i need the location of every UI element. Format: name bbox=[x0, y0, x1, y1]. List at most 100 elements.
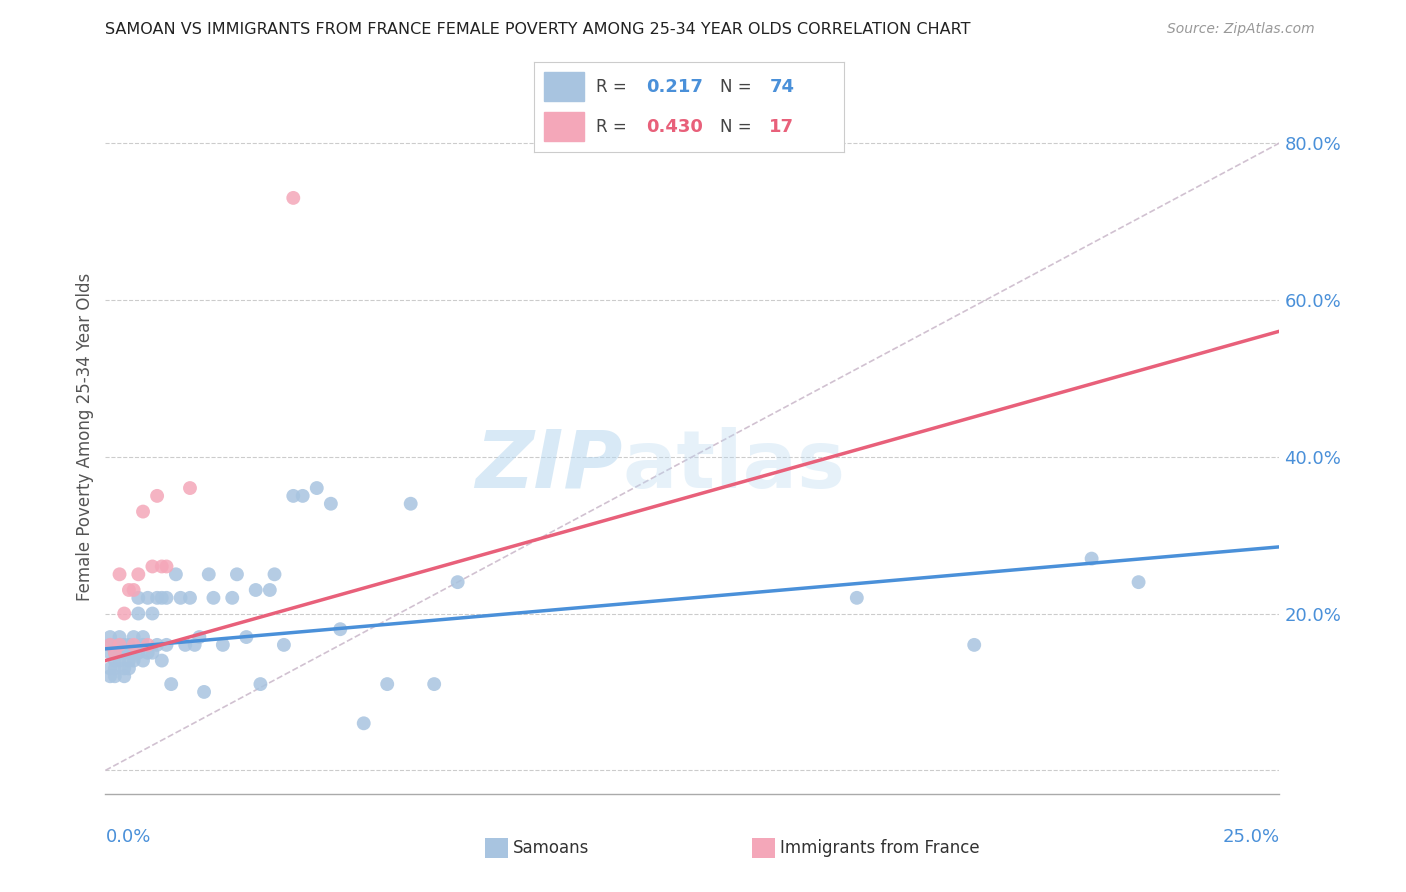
Point bbox=[221, 591, 243, 605]
Point bbox=[963, 638, 986, 652]
Point bbox=[98, 646, 121, 660]
Point bbox=[127, 607, 149, 621]
Point bbox=[104, 669, 127, 683]
Point bbox=[136, 646, 159, 660]
Text: R =: R = bbox=[596, 78, 633, 95]
Point bbox=[132, 638, 155, 652]
Point bbox=[179, 591, 201, 605]
Point bbox=[423, 677, 446, 691]
Text: N =: N = bbox=[720, 78, 756, 95]
Text: 74: 74 bbox=[769, 78, 794, 95]
Point bbox=[399, 497, 422, 511]
Point bbox=[118, 582, 141, 597]
Point bbox=[150, 591, 173, 605]
Point bbox=[1128, 575, 1150, 590]
Point bbox=[104, 661, 127, 675]
Point bbox=[249, 677, 271, 691]
Point bbox=[141, 607, 163, 621]
Point bbox=[136, 591, 159, 605]
Text: atlas: atlas bbox=[621, 426, 845, 505]
Point bbox=[155, 559, 177, 574]
Text: ZIP: ZIP bbox=[475, 426, 621, 505]
Point bbox=[132, 505, 155, 519]
Point bbox=[197, 567, 219, 582]
Point bbox=[305, 481, 328, 495]
Point bbox=[259, 582, 281, 597]
Point bbox=[98, 661, 121, 675]
Point bbox=[235, 630, 257, 644]
Point bbox=[245, 582, 267, 597]
Text: Immigrants from France: Immigrants from France bbox=[780, 839, 980, 857]
Point bbox=[273, 638, 295, 652]
Text: 25.0%: 25.0% bbox=[1222, 828, 1279, 847]
Y-axis label: Female Poverty Among 25-34 Year Olds: Female Poverty Among 25-34 Year Olds bbox=[76, 273, 94, 601]
Point bbox=[169, 591, 191, 605]
Point bbox=[146, 638, 169, 652]
Point bbox=[150, 559, 173, 574]
Point bbox=[283, 489, 305, 503]
Text: N =: N = bbox=[720, 118, 756, 136]
Point bbox=[108, 638, 131, 652]
Point bbox=[122, 654, 145, 668]
Point bbox=[146, 591, 169, 605]
Point bbox=[202, 591, 225, 605]
Point bbox=[104, 654, 127, 668]
Point bbox=[283, 191, 305, 205]
Point bbox=[132, 654, 155, 668]
Point bbox=[112, 638, 135, 652]
Point bbox=[375, 677, 398, 691]
Point bbox=[118, 646, 141, 660]
Point bbox=[98, 638, 121, 652]
Point bbox=[98, 630, 121, 644]
Point bbox=[112, 669, 135, 683]
Text: Source: ZipAtlas.com: Source: ZipAtlas.com bbox=[1167, 22, 1315, 37]
Point bbox=[112, 646, 135, 660]
Point bbox=[291, 489, 314, 503]
Point bbox=[112, 607, 135, 621]
Point bbox=[353, 716, 375, 731]
Point bbox=[155, 591, 177, 605]
Point bbox=[118, 638, 141, 652]
Point bbox=[122, 630, 145, 644]
Point bbox=[174, 638, 197, 652]
Point bbox=[104, 646, 127, 660]
Point bbox=[226, 567, 249, 582]
Point bbox=[160, 677, 183, 691]
Point bbox=[446, 575, 468, 590]
Point bbox=[146, 489, 169, 503]
Point bbox=[127, 591, 149, 605]
Point bbox=[118, 661, 141, 675]
Point bbox=[127, 567, 149, 582]
Point bbox=[845, 591, 868, 605]
Point bbox=[183, 638, 205, 652]
Point bbox=[141, 559, 163, 574]
Point bbox=[263, 567, 285, 582]
Point bbox=[150, 654, 173, 668]
Point bbox=[179, 481, 201, 495]
Point bbox=[104, 638, 127, 652]
Point bbox=[136, 638, 159, 652]
Point bbox=[108, 567, 131, 582]
Text: Samoans: Samoans bbox=[513, 839, 589, 857]
Point bbox=[118, 654, 141, 668]
Point bbox=[141, 646, 163, 660]
Point bbox=[98, 638, 121, 652]
Point bbox=[132, 630, 155, 644]
Point bbox=[98, 669, 121, 683]
Point bbox=[108, 638, 131, 652]
Point bbox=[193, 685, 215, 699]
Text: SAMOAN VS IMMIGRANTS FROM FRANCE FEMALE POVERTY AMONG 25-34 YEAR OLDS CORRELATIO: SAMOAN VS IMMIGRANTS FROM FRANCE FEMALE … bbox=[105, 22, 972, 37]
Point bbox=[329, 622, 352, 636]
Point bbox=[108, 630, 131, 644]
Point bbox=[104, 646, 127, 660]
Point bbox=[155, 638, 177, 652]
Bar bbox=[544, 72, 583, 101]
Point bbox=[108, 646, 131, 660]
Point bbox=[319, 497, 342, 511]
Point bbox=[127, 646, 149, 660]
Text: 17: 17 bbox=[769, 118, 794, 136]
Bar bbox=[544, 112, 583, 141]
Point bbox=[122, 646, 145, 660]
Point bbox=[122, 638, 145, 652]
Text: R =: R = bbox=[596, 118, 633, 136]
